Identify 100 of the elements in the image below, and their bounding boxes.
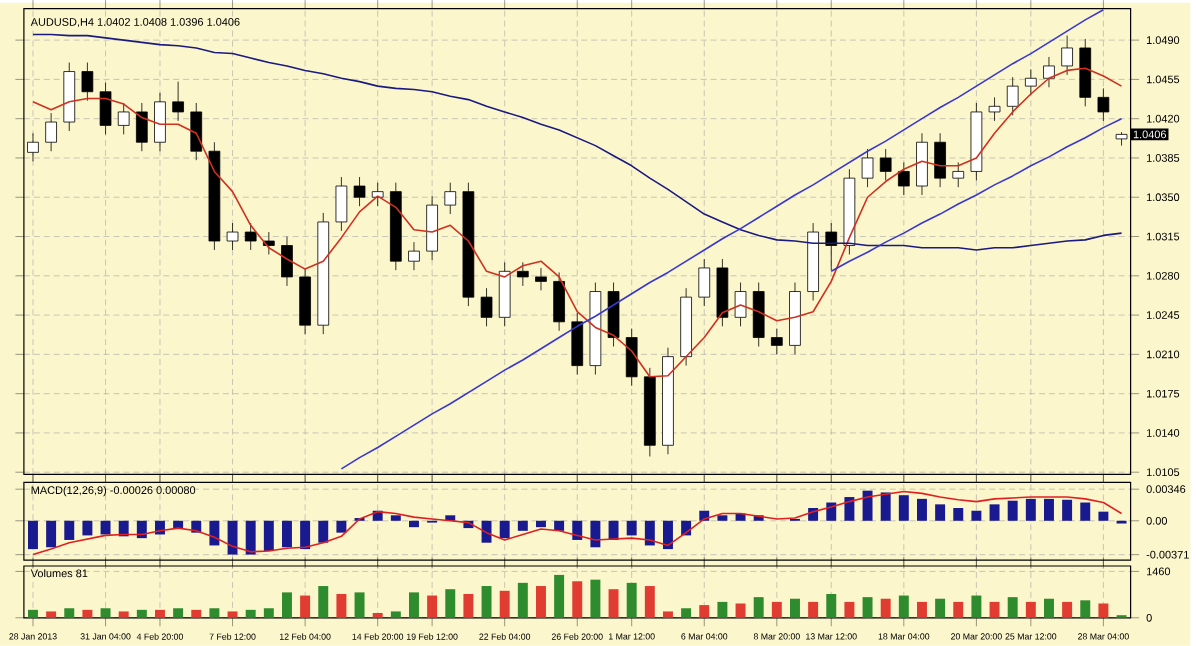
line-series bbox=[830, 117, 1123, 272]
bar bbox=[590, 520, 601, 548]
bar bbox=[318, 520, 329, 543]
candlestick bbox=[607, 281, 620, 347]
candlestick bbox=[190, 102, 203, 161]
bar bbox=[390, 611, 401, 618]
candlestick bbox=[335, 176, 348, 232]
candlestick bbox=[317, 212, 330, 335]
bar bbox=[1062, 601, 1073, 618]
bar bbox=[699, 604, 710, 618]
bar bbox=[517, 520, 528, 531]
bar bbox=[390, 515, 401, 521]
bar bbox=[953, 507, 964, 521]
bar bbox=[209, 608, 220, 618]
candlestick bbox=[99, 82, 112, 135]
candlestick bbox=[879, 148, 892, 181]
bar bbox=[282, 520, 292, 548]
bar bbox=[898, 495, 909, 521]
bar bbox=[844, 601, 855, 618]
candlestick bbox=[770, 327, 783, 355]
bar bbox=[82, 609, 93, 618]
candlestick bbox=[553, 271, 565, 332]
bar bbox=[880, 598, 891, 618]
bar bbox=[191, 609, 202, 618]
bar bbox=[136, 520, 147, 538]
bar bbox=[1080, 600, 1091, 618]
candlestick bbox=[226, 222, 239, 251]
candlestick bbox=[426, 195, 438, 261]
bar bbox=[626, 582, 637, 618]
candlestick bbox=[934, 132, 946, 188]
candlestick bbox=[571, 312, 584, 375]
bar bbox=[663, 611, 673, 618]
candlestick bbox=[1079, 38, 1092, 107]
bar bbox=[554, 574, 565, 618]
candlestick bbox=[1061, 35, 1073, 76]
bar bbox=[862, 490, 873, 521]
bar bbox=[971, 510, 982, 521]
bar bbox=[953, 601, 964, 618]
candlestick bbox=[1097, 87, 1110, 122]
bar bbox=[245, 609, 256, 618]
candlestick bbox=[63, 61, 76, 132]
bar bbox=[427, 595, 438, 618]
bar bbox=[771, 601, 782, 618]
candlestick bbox=[117, 102, 130, 135]
bar bbox=[971, 595, 982, 618]
bar bbox=[1025, 498, 1036, 521]
candlestick bbox=[716, 258, 729, 327]
candlestick bbox=[281, 235, 293, 287]
bar bbox=[608, 589, 619, 618]
bar bbox=[318, 585, 329, 618]
bar bbox=[989, 504, 1000, 521]
bar bbox=[46, 611, 57, 618]
candlestick bbox=[843, 168, 856, 255]
candlestick bbox=[462, 182, 475, 307]
bar bbox=[100, 608, 111, 618]
bar bbox=[1098, 511, 1109, 521]
bar bbox=[282, 592, 292, 618]
candlestick bbox=[208, 141, 221, 251]
candlestick bbox=[662, 347, 674, 455]
bar bbox=[372, 612, 383, 618]
candlestick bbox=[299, 267, 311, 335]
candlestick bbox=[643, 367, 656, 457]
bar bbox=[118, 520, 129, 537]
candlestick bbox=[807, 222, 819, 301]
candlestick bbox=[45, 112, 57, 152]
candlestick bbox=[1043, 56, 1055, 88]
bar bbox=[245, 520, 256, 555]
bar bbox=[263, 520, 274, 551]
bar bbox=[1007, 596, 1018, 618]
candlestick bbox=[498, 261, 511, 327]
candlestick bbox=[734, 281, 747, 327]
bar bbox=[27, 520, 38, 549]
bar bbox=[989, 601, 1000, 618]
candlestick bbox=[589, 281, 602, 375]
bar bbox=[880, 492, 891, 521]
bar bbox=[499, 590, 510, 618]
candlestick bbox=[135, 102, 148, 152]
bar bbox=[808, 601, 819, 618]
bar bbox=[554, 520, 565, 531]
bar bbox=[844, 496, 855, 521]
bar bbox=[27, 609, 38, 618]
bar bbox=[118, 611, 129, 618]
bar bbox=[263, 608, 274, 618]
candlestick bbox=[698, 258, 711, 307]
candlestick bbox=[625, 327, 638, 387]
bar bbox=[173, 520, 184, 528]
bar bbox=[481, 520, 492, 543]
candlestick bbox=[970, 102, 983, 181]
candlestick bbox=[444, 182, 457, 215]
bar bbox=[336, 593, 347, 618]
bar bbox=[536, 520, 546, 527]
bar bbox=[481, 585, 492, 618]
bar bbox=[536, 585, 546, 618]
bar bbox=[1098, 603, 1109, 618]
bar bbox=[155, 609, 165, 618]
bar bbox=[227, 520, 238, 555]
bar bbox=[572, 520, 583, 540]
bar bbox=[644, 585, 655, 618]
bar bbox=[644, 520, 655, 546]
candlestick bbox=[897, 161, 910, 196]
